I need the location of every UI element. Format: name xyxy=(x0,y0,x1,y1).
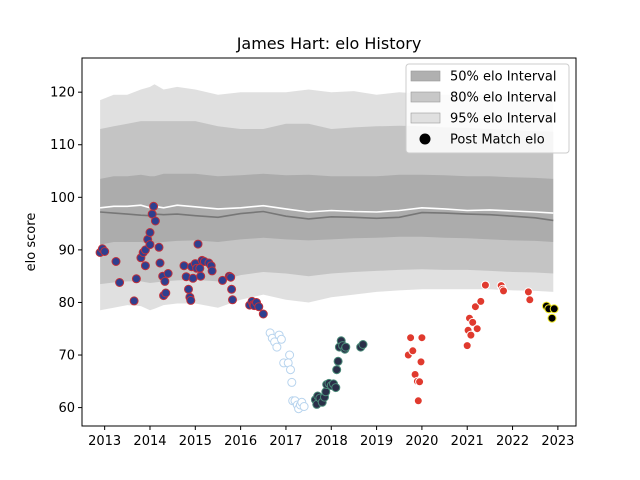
data-point-s4-2 xyxy=(547,313,557,323)
post-match-points xyxy=(95,201,559,414)
y-tick-label-120: 120 xyxy=(50,86,75,101)
data-point-s0-44 xyxy=(227,284,237,294)
data-point-s3-8 xyxy=(417,333,427,343)
data-point-s3-17 xyxy=(480,280,490,290)
data-point-s0-35 xyxy=(196,271,206,281)
data-point-s0-28 xyxy=(186,295,196,305)
y-tick-label-70: 70 xyxy=(58,349,75,364)
x-tick-label-2017: 2017 xyxy=(269,434,302,449)
data-point-s1-3 xyxy=(272,342,282,352)
legend-swatch-2 xyxy=(410,112,441,124)
data-point-s0-4 xyxy=(115,278,125,287)
y-axis-label: elo score xyxy=(24,213,39,272)
data-point-s2-13 xyxy=(333,356,343,366)
data-point-s3-9 xyxy=(462,341,472,351)
data-point-s1-9 xyxy=(286,365,295,375)
x-tick-label-2019: 2019 xyxy=(360,434,393,449)
x-tick-label-2013: 2013 xyxy=(88,434,121,449)
data-point-s3-14 xyxy=(470,302,480,312)
legend-swatch-1 xyxy=(410,91,441,103)
data-point-s0-51 xyxy=(254,302,264,312)
data-point-s3-12 xyxy=(466,330,476,340)
x-tick-label-2016: 2016 xyxy=(224,434,257,449)
data-point-s0-2 xyxy=(100,247,110,256)
data-point-s0-30 xyxy=(188,273,198,283)
data-point-s0-21 xyxy=(160,276,170,286)
y-tick-label-90: 90 xyxy=(58,243,75,258)
x-tick-label-2023: 2023 xyxy=(541,434,574,449)
y-tick-label-100: 100 xyxy=(50,191,75,206)
plot-frame xyxy=(81,57,577,427)
chart-title: James Hart: elo History xyxy=(236,34,422,53)
data-point-s3-15 xyxy=(472,324,482,334)
data-point-s0-18 xyxy=(155,258,165,268)
legend-box xyxy=(405,63,570,154)
data-point-s2-20 xyxy=(358,340,368,349)
data-point-s0-15 xyxy=(149,201,159,211)
x-tick-label-2015: 2015 xyxy=(179,434,212,449)
data-point-s1-5 xyxy=(276,334,286,344)
legend: 50% elo Interval 80% elo Interval 95% elo … xyxy=(405,63,570,154)
data-point-s3-1 xyxy=(406,333,416,343)
data-point-s0-40 xyxy=(207,266,217,276)
data-point-s0-26 xyxy=(184,284,193,294)
data-point-s0-17 xyxy=(154,242,164,252)
data-point-s4-3 xyxy=(549,304,559,314)
data-point-s2-11 xyxy=(331,383,341,393)
data-point-s3-16 xyxy=(476,296,486,306)
data-point-s0-23 xyxy=(163,269,173,278)
data-point-s3-7 xyxy=(416,357,426,367)
y-tick-label-110: 110 xyxy=(50,138,75,153)
x-tick-label-2020: 2020 xyxy=(405,434,438,449)
band-50-interval xyxy=(100,173,554,245)
data-point-s0-9 xyxy=(140,261,150,271)
data-point-s0-22 xyxy=(161,288,171,298)
legend-label-0: 50% elo Interval xyxy=(450,70,557,85)
data-point-s0-16 xyxy=(150,216,160,226)
data-point-s0-45 xyxy=(228,295,237,305)
data-point-s3-20 xyxy=(499,286,508,296)
data-point-s3-5 xyxy=(413,396,423,406)
data-point-s0-12 xyxy=(145,240,155,250)
band-80-interval xyxy=(100,121,554,285)
data-point-s3-2 xyxy=(408,346,418,356)
data-point-s1-8 xyxy=(285,350,295,360)
x-axis: 2013 2014 2015 2016 2017 2018 2019 2020 2021 2022… xyxy=(88,426,574,449)
data-point-s0-6 xyxy=(131,274,141,284)
data-point-s0-43 xyxy=(226,272,236,282)
data-point-s0-13 xyxy=(145,228,155,237)
data-point-s0-33 xyxy=(193,239,203,249)
legend-label-3: Post Match elo xyxy=(450,133,545,148)
y-axis: 60 70 80 90 100 110 120 xyxy=(50,86,82,416)
data-point-s2-18 xyxy=(341,342,351,352)
x-tick-label-2022: 2022 xyxy=(496,434,529,449)
data-point-s2-12 xyxy=(332,365,342,375)
data-point-s0-5 xyxy=(129,296,139,306)
data-point-s1-17 xyxy=(299,402,309,411)
data-point-s3-13 xyxy=(468,317,478,327)
data-point-s0-3 xyxy=(111,257,121,266)
legend-swatch-0 xyxy=(410,70,441,82)
legend-label-2: 95% elo Interval xyxy=(450,112,557,127)
data-point-s0-24 xyxy=(179,261,189,271)
x-tick-label-2021: 2021 xyxy=(451,434,484,449)
legend-label-1: 80% elo Interval xyxy=(450,91,557,106)
data-point-s3-21 xyxy=(523,287,533,297)
data-point-s0-52 xyxy=(258,309,268,319)
data-point-s3-6 xyxy=(415,377,425,387)
data-point-s1-10 xyxy=(287,377,297,387)
legend-marker-3 xyxy=(419,133,431,145)
data-point-s0-41 xyxy=(218,275,227,285)
y-tick-label-80: 80 xyxy=(58,296,75,311)
y-tick-label-60: 60 xyxy=(58,401,75,416)
x-tick-label-2014: 2014 xyxy=(133,434,166,449)
data-point-s3-22 xyxy=(525,295,535,305)
x-tick-label-2018: 2018 xyxy=(315,434,348,449)
